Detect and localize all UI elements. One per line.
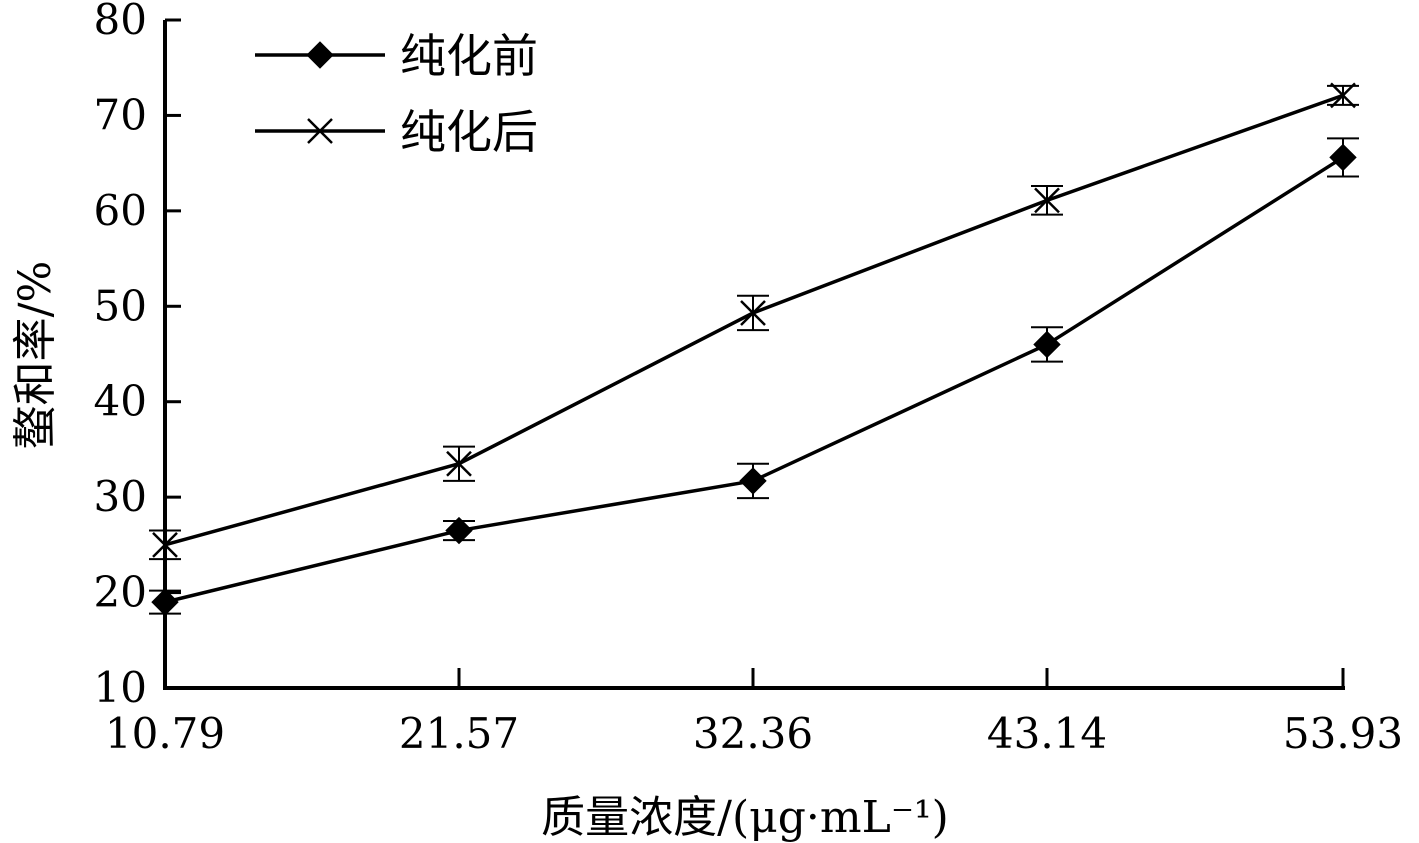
series-1 xyxy=(149,137,1359,616)
y-tick-label: 20 xyxy=(94,568,147,617)
series-2-point-stroke-b xyxy=(152,531,178,558)
series-2-point xyxy=(152,531,178,558)
series-2-point-stroke-b xyxy=(740,300,766,326)
y-axis-title: 螯和率/% xyxy=(10,261,61,450)
x-tick-label: 21.57 xyxy=(399,709,519,758)
series-layer xyxy=(149,82,1359,616)
legend-swatch-marker xyxy=(307,118,333,144)
series-1-point xyxy=(739,467,767,495)
y-tick-label: 50 xyxy=(94,281,147,330)
y-tick-label: 30 xyxy=(94,472,147,521)
x-tick-label: 32.36 xyxy=(693,709,813,758)
series-2-point-stroke-b xyxy=(446,450,472,477)
x-tick-label: 43.14 xyxy=(987,709,1107,758)
series-2-point xyxy=(1330,82,1356,109)
legend-item-1: 纯化前 xyxy=(255,29,538,83)
y-tick-label: 40 xyxy=(94,377,147,426)
y-tick-label: 10 xyxy=(94,663,147,712)
y-tick-label: 70 xyxy=(94,90,147,139)
legend-item-2: 纯化后 xyxy=(255,105,538,159)
x-tick-label: 10.79 xyxy=(105,709,225,758)
legend-swatch-marker-stroke-b xyxy=(307,118,333,144)
series-2-point xyxy=(446,450,472,477)
series-2-point-stroke-b xyxy=(1330,82,1356,109)
series-1-point xyxy=(151,588,179,616)
series-2 xyxy=(149,82,1359,561)
axes xyxy=(163,20,1345,690)
series-1-point xyxy=(445,516,473,545)
series-1-point xyxy=(1033,330,1061,359)
y-tick-label: 80 xyxy=(94,0,147,44)
legend-label: 纯化前 xyxy=(400,29,538,83)
series-1-point xyxy=(1329,143,1357,172)
x-axis-ticks: 10.79 21.57 32.36 43.14 53.93 xyxy=(105,668,1403,758)
series-2-point xyxy=(740,300,766,326)
y-axis-ticks: 10 20 30 40 50 60 70 80 xyxy=(94,0,181,712)
series-2-point-stroke-b xyxy=(1034,187,1060,214)
series-2-point xyxy=(1034,187,1060,214)
legend-swatch-marker xyxy=(306,41,334,69)
legend-label: 纯化后 xyxy=(400,105,538,159)
y-tick-label: 60 xyxy=(94,186,147,235)
x-tick-label: 53.93 xyxy=(1283,709,1403,758)
x-axis-title: 质量浓度/(μg·mL⁻¹) xyxy=(541,792,949,843)
series-1-line xyxy=(164,155,1344,604)
